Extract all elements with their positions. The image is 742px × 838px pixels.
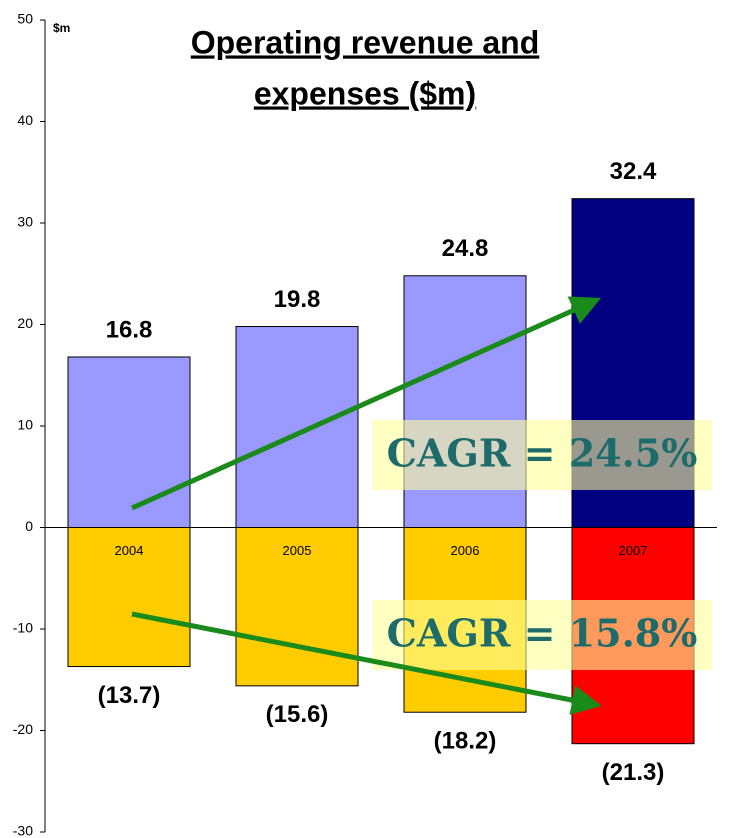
value-label: 19.8 — [274, 286, 321, 313]
x-tick-label: 2007 — [619, 543, 648, 558]
x-tick-label: 2004 — [115, 543, 144, 558]
bar — [67, 527, 191, 668]
value-label: (21.3) — [602, 759, 665, 786]
bar — [67, 356, 191, 529]
value-label: (15.6) — [266, 701, 329, 728]
y-tick-label: 20 — [17, 315, 33, 331]
y-tick-label: 50 — [17, 11, 33, 27]
value-label: 24.8 — [442, 235, 489, 262]
value-label: 32.4 — [610, 158, 657, 185]
annotation: CAGR = 15.8% — [387, 611, 698, 656]
value-label: (18.2) — [434, 728, 497, 755]
value-label: (13.7) — [98, 682, 161, 709]
trend-arrow — [130, 296, 602, 511]
annotation-box — [372, 420, 712, 490]
annotation-box — [372, 600, 712, 670]
y-tick-label: 40 — [17, 112, 33, 128]
chart-title: Operating revenue and — [191, 24, 540, 60]
bar — [235, 527, 359, 687]
y-tick-label: 10 — [17, 417, 33, 433]
y-tick-label: -10 — [13, 620, 33, 636]
x-tick-label: 2005 — [283, 543, 312, 558]
y-tick-label: -20 — [13, 721, 33, 737]
value-label: 16.8 — [106, 316, 153, 343]
x-tick-label: 2006 — [451, 543, 480, 558]
trend-arrow — [131, 611, 602, 715]
y-tick-label: 30 — [17, 214, 33, 230]
y-tick-label: -30 — [13, 823, 33, 838]
bar — [235, 326, 359, 528]
annotation: CAGR = 24.5% — [387, 431, 698, 476]
y-tick-label: 0 — [25, 518, 33, 534]
chart-title: expenses ($m) — [254, 75, 476, 111]
y-axis-label: $m — [53, 21, 70, 35]
